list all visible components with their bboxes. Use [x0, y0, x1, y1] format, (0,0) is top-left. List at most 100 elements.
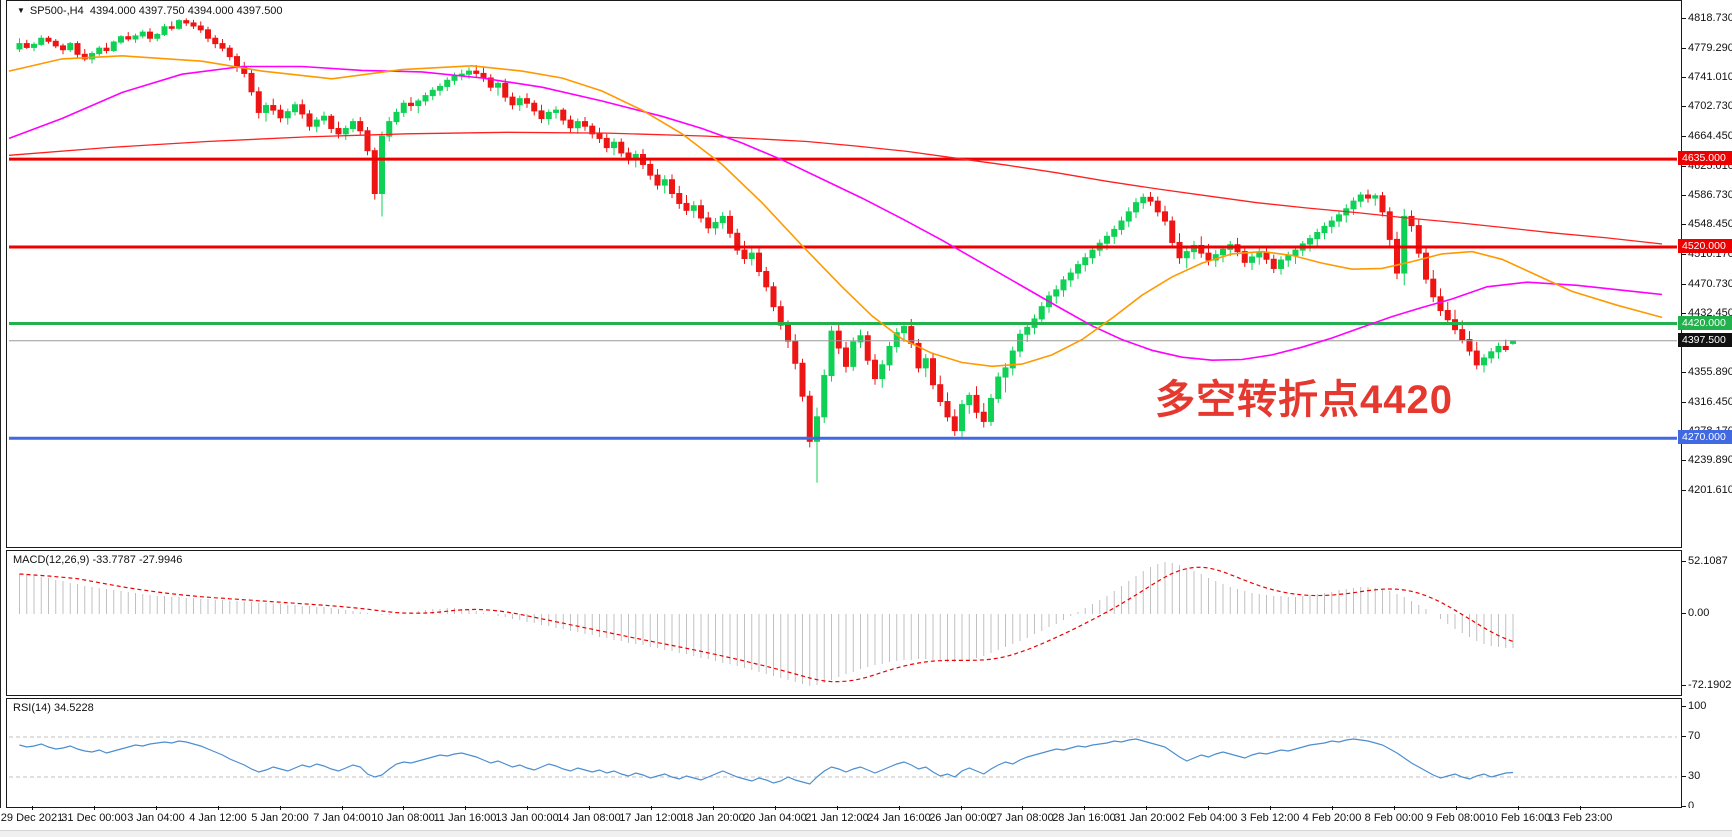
- axis-tick-mark: [1682, 77, 1686, 78]
- axis-tick-label: 4818.730: [1688, 12, 1732, 24]
- axis-tick-label: 4470.730: [1688, 278, 1732, 290]
- time-axis-label: 21 Jan 12:00: [805, 812, 869, 824]
- price-level-badge: 4420.000: [1678, 316, 1732, 330]
- axis-tick-mark: [1682, 460, 1686, 461]
- time-tick-mark: [1456, 806, 1457, 810]
- axis-tick-mark: [1682, 402, 1686, 403]
- time-axis-label: 8 Feb 00:00: [1364, 812, 1424, 824]
- axis-tick-mark: [1682, 224, 1686, 225]
- axis-tick-mark: [1682, 48, 1686, 49]
- axis-tick-label: 4741.010: [1688, 71, 1732, 83]
- time-axis-label: 10 Feb 16:00: [1485, 812, 1551, 824]
- time-tick-mark: [156, 806, 157, 810]
- macd-indicator-panel[interactable]: MACD(12,26,9) -33.7787 -27.9946: [6, 550, 1682, 696]
- time-tick-mark: [342, 806, 343, 810]
- time-axis-label: 20 Jan 04:00: [743, 812, 807, 824]
- axis-tick-mark: [1682, 195, 1686, 196]
- axis-tick-label: 4779.290: [1688, 42, 1732, 54]
- time-axis-label: 17 Jan 12:00: [619, 812, 683, 824]
- axis-tick-label: 0: [1688, 800, 1695, 812]
- time-axis-label: 11 Jan 16:00: [433, 812, 497, 824]
- axis-tick-label: 4664.450: [1688, 130, 1732, 142]
- time-tick-mark: [1146, 806, 1147, 810]
- time-tick-mark: [32, 806, 33, 810]
- axis-tick-label: 4548.450: [1688, 218, 1732, 230]
- time-axis-label: 3 Feb 12:00: [1240, 812, 1300, 824]
- time-tick-mark: [1084, 806, 1085, 810]
- axis-tick-mark: [1682, 490, 1686, 491]
- axis-tick-mark: [1682, 685, 1686, 686]
- price-axis[interactable]: 4818.730 4779.290 4741.010 4702.730 4664.450…: [1678, 0, 1732, 812]
- axis-tick-mark: [1682, 561, 1686, 562]
- price-level-badge: 4397.500: [1678, 333, 1732, 347]
- time-tick-mark: [589, 806, 590, 810]
- axis-tick-mark: [1682, 284, 1686, 285]
- time-axis-label: 31 Dec 00:00: [61, 812, 127, 824]
- axis-tick-label: 4316.450: [1688, 396, 1732, 408]
- axis-tick-label: -72.1902: [1688, 679, 1732, 691]
- axis-tick-mark: [1682, 372, 1686, 373]
- time-axis-label: 18 Jan 20:00: [681, 812, 745, 824]
- time-tick-mark: [1022, 806, 1023, 810]
- time-tick-mark: [899, 806, 900, 810]
- time-axis[interactable]: 29 Dec 2021 31 Dec 00:00 3 Jan 04:00 4 Jan …: [0, 806, 1732, 830]
- time-axis-label: 4 Feb 20:00: [1302, 812, 1362, 824]
- time-tick-mark: [837, 806, 838, 810]
- time-tick-mark: [1270, 806, 1271, 810]
- ma-fast-orange-line: [8, 54, 1663, 368]
- symbol-quote-line: ▼ SP500-,H4 4394.000 4397.750 4394.000 43…: [17, 5, 283, 17]
- price-chart-panel[interactable]: ▼ SP500-,H4 4394.000 4397.750 4394.000 43…: [6, 0, 1682, 548]
- ohlc-quote-values: 4394.000 4397.750 4394.000 4397.500: [89, 5, 283, 17]
- macd-chart[interactable]: [7, 551, 1681, 695]
- axis-tick-label: 4702.730: [1688, 100, 1732, 112]
- time-tick-mark: [713, 806, 714, 810]
- axis-tick-mark: [1682, 166, 1686, 167]
- time-tick-mark: [1518, 806, 1519, 810]
- axis-tick-mark: [1682, 254, 1686, 255]
- ma-mid-magenta-line: [8, 65, 1663, 362]
- ma-slow-red-line: [8, 131, 1663, 245]
- axis-tick-mark: [1682, 776, 1686, 777]
- axis-tick-label: 4355.890: [1688, 366, 1732, 378]
- axis-tick-label: 4201.610: [1688, 484, 1732, 496]
- chart-annotation-text: 多空转折点4420: [1155, 378, 1453, 422]
- candles-group: [16, 18, 1516, 483]
- time-axis-label: 9 Feb 08:00: [1426, 812, 1486, 824]
- axis-tick-mark: [1682, 18, 1686, 19]
- rsi-indicator-panel[interactable]: RSI(14) 34.5228: [6, 698, 1682, 808]
- time-axis-label: 5 Jan 20:00: [251, 812, 309, 824]
- price-level-badge: 4270.000: [1678, 430, 1732, 444]
- time-axis-label: 7 Jan 04:00: [313, 812, 371, 824]
- symbol-dropdown-arrow-icon[interactable]: ▼: [17, 6, 25, 15]
- time-axis-label: 28 Jan 16:00: [1052, 812, 1116, 824]
- axis-tick-label: 4586.730: [1688, 189, 1732, 201]
- time-axis-label: 27 Jan 08:00: [990, 812, 1054, 824]
- horizontal-levels-group[interactable]: [9, 157, 1677, 440]
- time-axis-label: 26 Jan 00:00: [929, 812, 993, 824]
- axis-tick-mark: [1682, 613, 1686, 614]
- window-left-border: [0, 0, 1, 830]
- window-bottom-strip: [0, 830, 1732, 837]
- rsi-chart[interactable]: [7, 699, 1681, 807]
- time-tick-mark: [280, 806, 281, 810]
- axis-tick-label: 52.1087: [1688, 555, 1728, 567]
- price-level-badge: 4635.000: [1678, 151, 1732, 165]
- axis-tick-label: 0.00: [1688, 607, 1710, 619]
- moving-averages-group: [8, 54, 1663, 368]
- time-axis-label: 13 Jan 00:00: [495, 812, 559, 824]
- macd-label: MACD(12,26,9) -33.7787 -27.9946: [13, 554, 183, 566]
- axis-tick-mark: [1682, 106, 1686, 107]
- rsi-line: [19, 738, 1514, 785]
- axis-tick-label: 4239.890: [1688, 454, 1732, 466]
- axis-tick-mark: [1682, 313, 1686, 314]
- time-tick-mark: [527, 806, 528, 810]
- time-axis-label: 13 Feb 23:00: [1547, 812, 1613, 824]
- time-tick-mark: [1332, 806, 1333, 810]
- time-tick-mark: [218, 806, 219, 810]
- time-axis-label: 10 Jan 08:00: [371, 812, 435, 824]
- time-tick-mark: [775, 806, 776, 810]
- time-tick-mark: [94, 806, 95, 810]
- candlestick-chart[interactable]: [7, 1, 1681, 547]
- time-tick-mark: [1394, 806, 1395, 810]
